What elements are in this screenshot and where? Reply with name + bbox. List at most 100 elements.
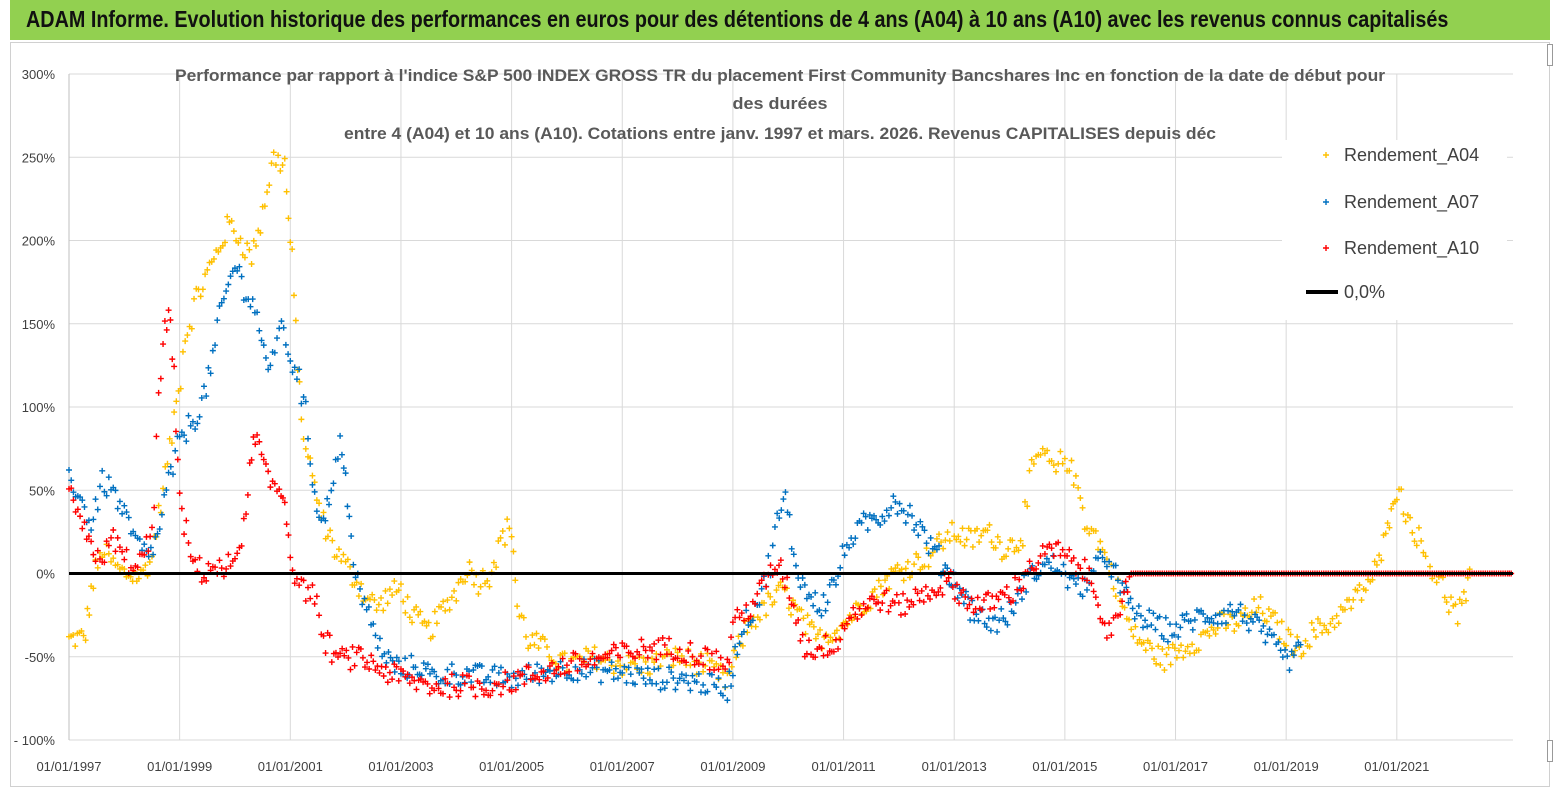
a07-point [606,666,613,673]
a10-point [376,669,383,676]
a10-point [897,611,904,618]
a04-point [836,635,843,642]
a10-point [713,648,720,655]
a10-point [529,672,536,679]
resize-handle-top[interactable] [1547,44,1553,66]
a10-point [858,612,865,619]
a10-point [252,441,259,448]
a07-point [661,685,668,692]
a07-point [758,585,765,592]
a10-point [225,551,232,558]
a04-point [974,525,981,532]
a07-point [1160,636,1167,643]
a10-point [527,676,534,683]
a07-point [1103,563,1110,570]
a04-point [1327,620,1334,627]
a04-point [453,597,460,604]
a04-point [1163,651,1170,658]
resize-handle-bottom[interactable] [1547,740,1553,762]
a04-point [1136,636,1143,643]
a07-point [724,697,731,704]
a10-point [1075,561,1082,568]
a07-point [715,675,722,682]
legend-label-zero: 0,0% [1344,282,1385,302]
a07-point [1266,626,1273,633]
a04-point [1411,538,1418,545]
a07-point [468,679,475,686]
a10-point [227,563,234,570]
a04-point [1167,661,1174,668]
a04-point [674,649,681,656]
a04-point [1134,639,1141,646]
a10-point [877,607,884,614]
a10-point [384,679,391,686]
a10-point [1059,546,1066,553]
a04-point [440,598,447,605]
a10-point [870,596,877,603]
a10-point [478,686,485,693]
a07-point [695,670,702,677]
a07-point [678,671,685,678]
a04-point [1285,626,1292,633]
a10-point [640,643,647,650]
a10-point [743,602,750,609]
a07-point [1119,580,1126,587]
a04-point [733,654,740,661]
a10-point [476,680,483,687]
a10-point [171,363,178,370]
a07-point [68,477,75,484]
a07-point [352,574,359,581]
a04-point [957,538,964,545]
a04-point [825,639,832,646]
a07-point [408,652,415,659]
a10-point [265,468,272,475]
a04-point [1329,615,1336,622]
a10-point [256,438,263,445]
a04-point [108,558,115,565]
a07-point [285,351,292,358]
a04-point [1325,629,1332,636]
a10-point [883,587,890,594]
a10-point [779,575,786,582]
a07-point [506,673,513,680]
a07-point [894,510,901,517]
a07-point [1064,584,1071,591]
a10-point [659,634,666,641]
a10-point [1066,546,1073,553]
a07-point [826,581,833,588]
a10-point [935,588,942,595]
a04-point [911,561,918,568]
a04-point [433,620,440,627]
a10-point [824,652,831,659]
a07-point [365,603,372,610]
a10-point [722,666,729,673]
a07-point [1156,613,1163,620]
a04-point [477,583,484,590]
a07-point [942,562,949,569]
a10-point [771,566,778,573]
a04-point [585,648,592,655]
a07-point [265,366,272,373]
a07-point [497,664,504,671]
legend-label-a07: Rendement_A07 [1344,192,1479,213]
y-tick-label: 100% [22,400,56,415]
a10-point [357,645,364,652]
a07-point [1177,624,1184,631]
a04-point [228,217,235,224]
a04-point [615,658,622,665]
a04-point [270,149,277,156]
x-tick-label: 01/01/2013 [922,759,987,774]
a10-point [1119,598,1126,605]
a07-point [1097,548,1104,555]
a07-point [90,516,97,523]
a10-point [933,592,940,599]
a07-point [627,671,634,678]
a10-point [1033,565,1040,572]
series-a07 [66,263,1304,704]
a04-point [1310,626,1317,633]
a07-point [1018,596,1025,603]
a04-point [1251,596,1258,603]
a07-point [812,589,819,596]
a07-point [1095,555,1102,562]
a07-point [346,513,353,520]
